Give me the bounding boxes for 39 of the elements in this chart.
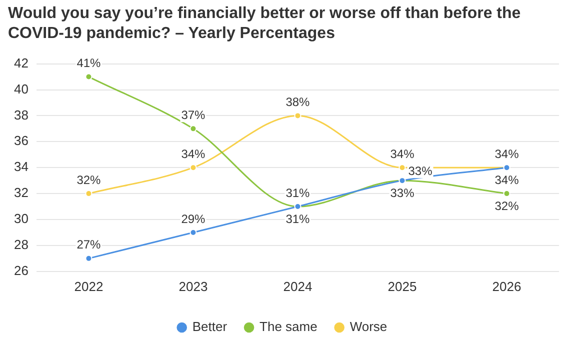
data-label: 31% — [286, 212, 310, 226]
y-tick-label: 34 — [14, 159, 28, 174]
y-tick-label: 28 — [14, 237, 28, 252]
data-label: 34% — [494, 172, 520, 187]
legend-label: The same — [260, 319, 318, 334]
chart-title: Would you say you’re financially better or worse off than before the COVID-19 pandemic? – Yearly Percentages — [8, 4, 522, 44]
y-tick-label: 36 — [14, 133, 28, 148]
data-label: 31% — [286, 186, 310, 200]
data-label: 33% — [390, 186, 415, 200]
data-label: 37% — [181, 108, 206, 122]
legend-label: Better — [192, 319, 228, 334]
point — [398, 164, 406, 172]
data-label: 38% — [286, 95, 310, 110]
data-label: 34% — [181, 146, 206, 161]
legend-label: Worse — [350, 319, 388, 334]
point — [85, 254, 92, 262]
point — [190, 125, 197, 132]
y-tick-label: 38 — [14, 107, 28, 122]
x-tick-label: 2023 — [178, 278, 208, 294]
data-label: 41% — [76, 56, 102, 70]
y-tick-label: 30 — [14, 211, 28, 226]
y-tick-label: 42 — [14, 55, 28, 70]
data-label: 32% — [494, 198, 520, 213]
data-label: 29% — [181, 212, 206, 226]
y-tick-label: 40 — [14, 81, 28, 96]
point — [85, 73, 92, 80]
data-label: 32% — [76, 172, 102, 187]
data-label: 34% — [390, 146, 415, 161]
point — [294, 112, 302, 120]
y-tick-label: 26 — [14, 262, 28, 278]
x-tick-label: 2026 — [492, 278, 522, 294]
data-label: 33% — [408, 164, 433, 178]
data-label: 34% — [494, 146, 520, 161]
x-tick-label: 2024 — [283, 278, 312, 294]
y-tick-label: 32 — [14, 185, 28, 200]
x-tick-label: 2025 — [388, 278, 417, 294]
point — [190, 164, 197, 172]
x-tick-label: 2022 — [74, 278, 104, 294]
data-label: 27% — [76, 238, 102, 252]
